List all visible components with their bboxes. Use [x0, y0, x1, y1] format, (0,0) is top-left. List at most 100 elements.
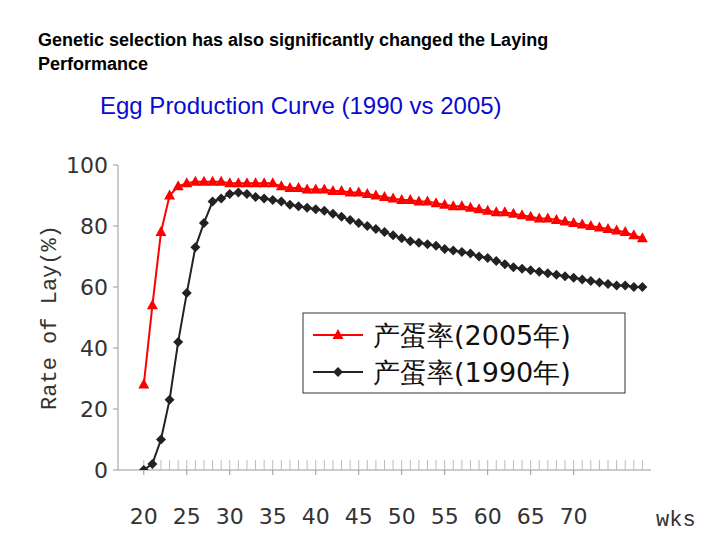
y-axis [118, 165, 119, 470]
point [370, 190, 381, 200]
point [499, 206, 510, 216]
x-minor-tick [272, 460, 273, 470]
point [405, 194, 416, 204]
point [603, 279, 613, 289]
point [422, 239, 432, 249]
point [620, 226, 631, 236]
point [414, 238, 424, 248]
y-tick [113, 470, 118, 471]
point [199, 218, 209, 228]
x-minor-tick [547, 460, 548, 470]
point [362, 221, 372, 231]
point [276, 197, 286, 207]
x-minor-tick [375, 460, 376, 470]
point [173, 337, 183, 347]
point [577, 218, 588, 228]
x-minor-tick [436, 460, 437, 470]
point [474, 252, 484, 262]
point [534, 267, 544, 277]
legend-marker [333, 329, 344, 339]
point [268, 195, 278, 205]
point [310, 183, 321, 193]
x-minor-tick [384, 460, 385, 470]
point [525, 211, 536, 221]
point [276, 180, 287, 190]
point [319, 206, 329, 216]
point [569, 273, 579, 283]
point [534, 212, 545, 222]
y-tick-label: 100 [66, 153, 108, 178]
point [422, 196, 433, 206]
point [637, 282, 647, 292]
x-axis-label: wks [656, 508, 696, 533]
x-minor-tick [212, 460, 213, 470]
point [388, 193, 399, 203]
x-minor-tick [324, 460, 325, 470]
point [233, 187, 243, 197]
point [224, 177, 235, 187]
point [379, 191, 390, 201]
x-minor-tick [401, 460, 402, 470]
y-tick [113, 226, 118, 227]
x-minor-tick [281, 460, 282, 470]
point [543, 268, 553, 278]
point [396, 194, 407, 204]
point [500, 259, 510, 269]
point [156, 435, 166, 445]
point [594, 277, 604, 287]
point [551, 270, 561, 280]
x-minor-tick [608, 460, 609, 470]
point [603, 223, 614, 233]
point [482, 205, 493, 215]
x-minor-tick [616, 460, 617, 470]
point [560, 215, 571, 225]
point [465, 202, 476, 212]
point [431, 197, 442, 207]
point [294, 201, 304, 211]
point [585, 220, 596, 230]
x-minor-tick [298, 460, 299, 470]
point [457, 247, 467, 257]
x-minor-tick [203, 460, 204, 470]
legend-marker [333, 367, 343, 377]
point [285, 200, 295, 210]
point [526, 265, 536, 275]
point [637, 232, 648, 242]
x-minor-tick [461, 460, 462, 470]
plot-area [138, 176, 648, 470]
point [173, 180, 184, 190]
x-minor-tick [178, 460, 179, 470]
x-minor-tick [410, 460, 411, 470]
point [138, 379, 149, 389]
x-tick [487, 470, 488, 475]
x-minor-tick [453, 460, 454, 470]
x-minor-tick [522, 460, 523, 470]
point [611, 225, 622, 235]
x-minor-tick [625, 460, 626, 470]
point [216, 194, 226, 204]
y-tick-label: 40 [80, 336, 108, 361]
point [380, 227, 390, 237]
point [164, 190, 175, 200]
point [284, 182, 295, 192]
point [327, 185, 338, 195]
x-tick-label: 55 [431, 504, 459, 529]
x-minor-tick [504, 460, 505, 470]
x-tick [143, 470, 144, 475]
point [155, 226, 166, 236]
point [353, 186, 364, 196]
point [139, 465, 149, 470]
x-minor-tick [565, 460, 566, 470]
point [345, 186, 356, 196]
point [147, 299, 158, 309]
x-tick-label: 30 [216, 504, 244, 529]
y-tick [113, 165, 118, 166]
point [594, 222, 605, 232]
x-minor-tick [246, 460, 247, 470]
x-tick [186, 470, 187, 475]
x-tick [444, 470, 445, 475]
y-tick-label: 0 [94, 458, 108, 483]
point [397, 233, 407, 243]
point [508, 208, 519, 218]
point [440, 244, 450, 254]
